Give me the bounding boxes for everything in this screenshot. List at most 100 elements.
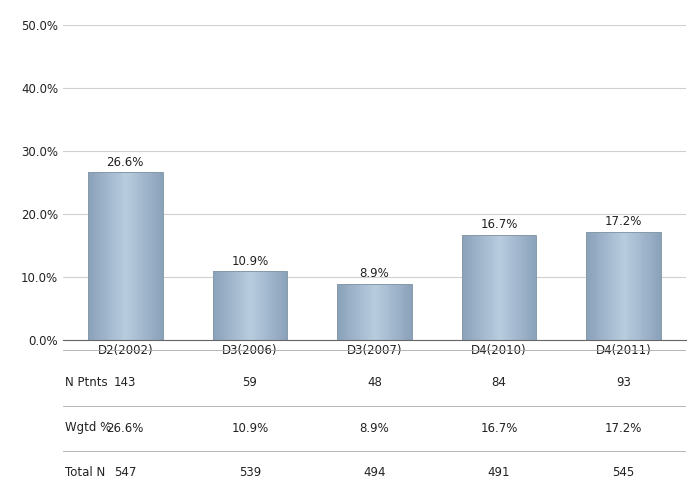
- Bar: [633, 232, 634, 340]
- Bar: [117, 172, 118, 340]
- Bar: [259, 272, 260, 340]
- Bar: [620, 232, 621, 340]
- Bar: [234, 272, 235, 340]
- Bar: [111, 172, 112, 340]
- Text: 84: 84: [491, 376, 507, 390]
- Bar: [529, 235, 530, 340]
- Text: 10.9%: 10.9%: [231, 422, 269, 434]
- Text: 26.6%: 26.6%: [106, 156, 144, 168]
- Bar: [395, 284, 396, 340]
- Bar: [644, 232, 645, 340]
- Bar: [236, 272, 237, 340]
- Bar: [485, 235, 486, 340]
- Bar: [94, 172, 95, 340]
- Bar: [137, 172, 139, 340]
- Bar: [392, 284, 393, 340]
- Bar: [251, 272, 252, 340]
- Bar: [146, 172, 147, 340]
- Bar: [650, 232, 651, 340]
- Bar: [603, 232, 604, 340]
- Bar: [598, 232, 599, 340]
- Bar: [347, 284, 349, 340]
- Bar: [102, 172, 103, 340]
- Bar: [394, 284, 395, 340]
- Bar: [487, 235, 488, 340]
- Bar: [341, 284, 342, 340]
- Bar: [594, 232, 595, 340]
- Text: 539: 539: [239, 466, 261, 479]
- Bar: [626, 232, 627, 340]
- Bar: [514, 235, 515, 340]
- Bar: [99, 172, 100, 340]
- Bar: [364, 284, 365, 340]
- Bar: [486, 235, 487, 340]
- Bar: [122, 172, 123, 340]
- Bar: [372, 284, 374, 340]
- Bar: [398, 284, 399, 340]
- Bar: [283, 272, 284, 340]
- Bar: [222, 272, 223, 340]
- Bar: [159, 172, 160, 340]
- Bar: [140, 172, 141, 340]
- Bar: [119, 172, 120, 340]
- Bar: [339, 284, 340, 340]
- Bar: [648, 232, 649, 340]
- Bar: [408, 284, 409, 340]
- Bar: [645, 232, 646, 340]
- Bar: [134, 172, 136, 340]
- Text: 10.9%: 10.9%: [231, 254, 269, 268]
- Bar: [595, 232, 596, 340]
- Bar: [462, 235, 463, 340]
- Bar: [95, 172, 97, 340]
- Bar: [496, 235, 497, 340]
- Bar: [647, 232, 648, 340]
- Bar: [371, 284, 372, 340]
- Bar: [109, 172, 111, 340]
- Bar: [128, 172, 129, 340]
- Bar: [382, 284, 383, 340]
- Bar: [476, 235, 477, 340]
- Bar: [337, 284, 338, 340]
- Bar: [530, 235, 531, 340]
- Bar: [593, 232, 594, 340]
- Bar: [365, 284, 366, 340]
- Bar: [267, 272, 269, 340]
- Bar: [385, 284, 386, 340]
- Bar: [608, 232, 609, 340]
- Bar: [410, 284, 411, 340]
- Bar: [238, 272, 239, 340]
- Bar: [249, 272, 250, 340]
- Bar: [535, 235, 536, 340]
- Bar: [369, 284, 370, 340]
- Bar: [588, 232, 589, 340]
- Bar: [91, 172, 92, 340]
- Bar: [101, 172, 102, 340]
- Bar: [115, 172, 116, 340]
- Bar: [592, 232, 593, 340]
- Bar: [380, 284, 381, 340]
- Bar: [260, 272, 261, 340]
- Bar: [363, 284, 364, 340]
- Bar: [643, 232, 644, 340]
- Bar: [274, 272, 275, 340]
- Bar: [337, 284, 412, 340]
- Bar: [120, 172, 122, 340]
- Bar: [634, 232, 635, 340]
- Bar: [147, 172, 148, 340]
- Bar: [263, 272, 264, 340]
- Bar: [239, 272, 241, 340]
- Bar: [108, 172, 109, 340]
- Bar: [616, 232, 617, 340]
- Bar: [601, 232, 602, 340]
- Bar: [499, 235, 500, 340]
- Bar: [241, 272, 242, 340]
- Bar: [502, 235, 503, 340]
- Bar: [525, 235, 526, 340]
- Bar: [384, 284, 385, 340]
- Bar: [340, 284, 341, 340]
- Bar: [370, 284, 371, 340]
- Bar: [463, 235, 465, 340]
- Bar: [221, 272, 222, 340]
- Bar: [589, 232, 590, 340]
- Bar: [526, 235, 527, 340]
